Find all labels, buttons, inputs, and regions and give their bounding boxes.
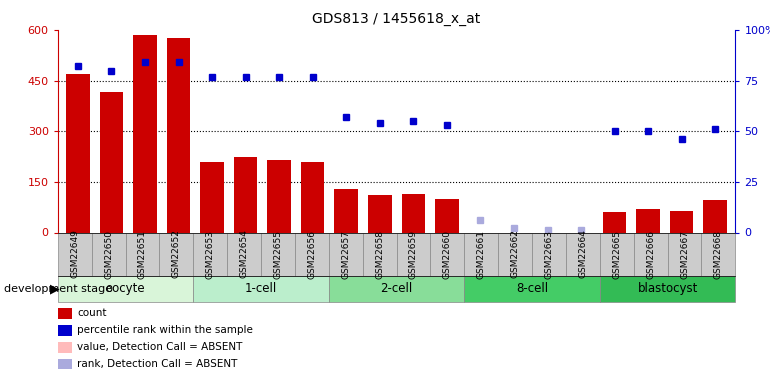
Bar (200, 162, 224, 232)
Text: GSM22649: GSM22649 (70, 230, 79, 279)
Text: development stage: development stage (4, 284, 112, 294)
Text: GSM22664: GSM22664 (578, 230, 588, 279)
Bar (234, 157, 257, 232)
Text: GSM22660: GSM22660 (443, 230, 452, 279)
Text: GSM22656: GSM22656 (307, 230, 316, 279)
Bar (435, 199, 459, 232)
Text: blastocyst: blastocyst (638, 282, 698, 295)
Bar (334, 189, 358, 232)
Text: GSM22658: GSM22658 (375, 230, 384, 279)
Bar (99, 93, 123, 232)
Text: GSM22650: GSM22650 (104, 230, 113, 279)
Title: GDS813 / 1455618_x_at: GDS813 / 1455618_x_at (313, 12, 480, 26)
Bar (636, 209, 660, 232)
Text: GSM22657: GSM22657 (341, 230, 350, 279)
Text: GSM22651: GSM22651 (138, 230, 147, 279)
Text: GSM22662: GSM22662 (511, 230, 520, 279)
Text: GSM22668: GSM22668 (714, 230, 723, 279)
Bar (402, 194, 425, 232)
Bar (133, 35, 157, 232)
Text: 1-cell: 1-cell (245, 282, 277, 295)
Text: percentile rank within the sample: percentile rank within the sample (77, 325, 253, 335)
Text: GSM22661: GSM22661 (477, 230, 486, 279)
Text: GSM22663: GSM22663 (544, 230, 554, 279)
Bar (167, 39, 190, 232)
Bar (66, 74, 89, 232)
Text: GSM22667: GSM22667 (680, 230, 689, 279)
Text: GSM22652: GSM22652 (172, 230, 181, 279)
Text: value, Detection Call = ABSENT: value, Detection Call = ABSENT (77, 342, 243, 352)
Bar (267, 160, 291, 232)
Text: 8-cell: 8-cell (516, 282, 548, 295)
Bar (603, 212, 626, 232)
Bar (301, 162, 324, 232)
Text: GSM22665: GSM22665 (612, 230, 621, 279)
Bar (368, 195, 391, 232)
Text: count: count (77, 308, 106, 318)
Text: rank, Detection Call = ABSENT: rank, Detection Call = ABSENT (77, 359, 237, 369)
Bar (670, 211, 694, 232)
Text: ▶: ▶ (50, 282, 60, 295)
Text: GSM22653: GSM22653 (206, 230, 215, 279)
Bar (704, 200, 727, 232)
Text: GSM22654: GSM22654 (239, 230, 249, 279)
Text: GSM22666: GSM22666 (646, 230, 655, 279)
Text: 2-cell: 2-cell (380, 282, 413, 295)
Text: GSM22655: GSM22655 (273, 230, 283, 279)
Text: oocyte: oocyte (105, 282, 146, 295)
Text: GSM22659: GSM22659 (409, 230, 418, 279)
